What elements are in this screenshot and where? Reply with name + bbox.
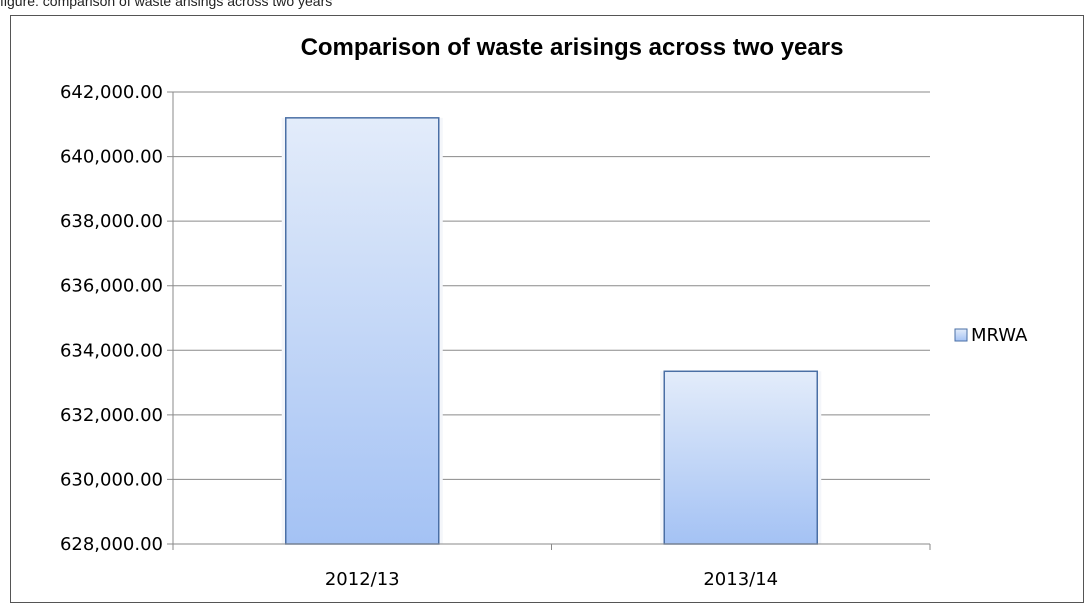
legend-swatch <box>954 328 968 342</box>
bar-2013-14 <box>663 370 818 545</box>
x-tick-label: 2012/13 <box>325 569 400 590</box>
bar-2012-13 <box>285 117 440 545</box>
y-tick-label: 642,000.00 <box>60 82 163 103</box>
y-tick-label: 630,000.00 <box>60 469 163 490</box>
chart-title: Comparison of waste arisings across two … <box>301 34 844 61</box>
x-tick-label: 2013/14 <box>703 569 778 590</box>
y-tick-label: 632,000.00 <box>60 405 163 426</box>
figure-caption: figure: comparison of waste arisings acr… <box>0 0 333 9</box>
x-axis-ticks: 2012/13 2013/14 <box>325 569 778 590</box>
legend-label: MRWA <box>971 325 1028 346</box>
y-tick-label: 640,000.00 <box>60 147 163 168</box>
y-tick-label: 636,000.00 <box>60 276 163 297</box>
y-tick-label: 638,000.00 <box>60 211 163 232</box>
chart-frame <box>10 15 1084 603</box>
y-tick-label: 634,000.00 <box>60 340 163 361</box>
legend: MRWA <box>954 325 1028 346</box>
y-axis-ticks: 628,000.00 630,000.00 632,000.00 634,000.00… <box>60 82 163 555</box>
bars <box>281 117 822 545</box>
y-tick-label: 628,000.00 <box>60 534 163 555</box>
axes <box>172 92 931 550</box>
